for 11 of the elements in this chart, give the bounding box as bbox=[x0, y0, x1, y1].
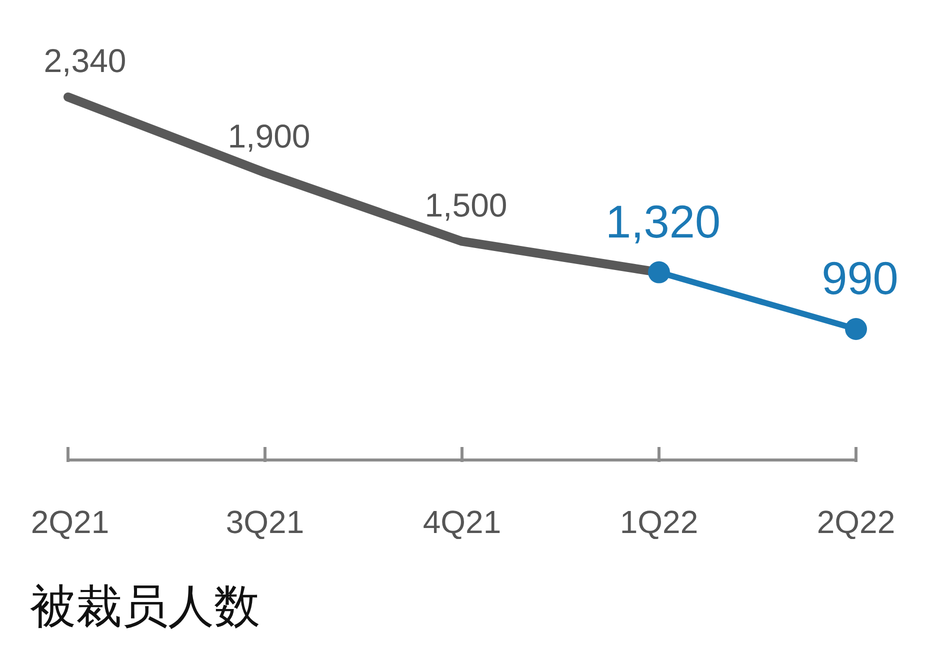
data-label: 1,900 bbox=[228, 118, 310, 155]
data-label: 990 bbox=[822, 252, 898, 304]
text: 被裁员人数 bbox=[30, 580, 260, 632]
data-label: 1,500 bbox=[424, 186, 508, 224]
x-tick-label: 3Q21 bbox=[226, 504, 304, 540]
x-tick-label: 4Q21 bbox=[422, 504, 502, 540]
x-tick-label: 2Q21 bbox=[30, 504, 110, 540]
x-tick-label: 2Q22 bbox=[816, 504, 896, 540]
data-label: 1,320 bbox=[605, 195, 721, 248]
data-label: 2,340 bbox=[44, 42, 126, 79]
x-tick-label: 1Q22 bbox=[620, 504, 698, 540]
